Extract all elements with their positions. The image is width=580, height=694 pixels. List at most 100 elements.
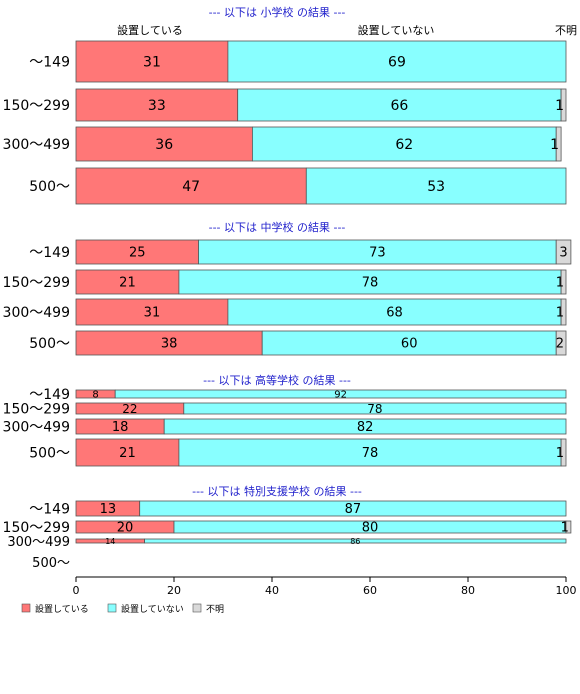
bar-segment <box>178 269 562 295</box>
data-label: 14 <box>105 537 115 546</box>
category-label: 500〜 <box>32 556 70 571</box>
legend-label: 設置していない <box>121 603 184 615</box>
bar-segment <box>144 538 567 544</box>
group-title: --- 以下は 中学校 の結果 --- <box>209 220 346 234</box>
data-label: 8 <box>92 390 98 401</box>
column-header: 設置している <box>117 23 183 37</box>
bar-segment <box>75 330 263 356</box>
bar-segment <box>560 88 567 122</box>
data-label: 1 <box>556 306 564 321</box>
data-label: 13 <box>100 502 117 517</box>
column-header: 不明 <box>555 24 577 37</box>
category-label: 150〜299 <box>3 520 70 536</box>
x-tick-label: 0 <box>73 584 80 597</box>
data-label: 66 <box>390 98 408 114</box>
category-label: 〜149 <box>29 502 70 518</box>
data-label: 53 <box>427 179 445 195</box>
data-label: 78 <box>362 276 379 291</box>
bar-segment <box>565 520 572 534</box>
data-label: 20 <box>117 521 134 536</box>
data-label: 36 <box>155 137 173 153</box>
category-label: 300〜499 <box>7 535 70 550</box>
category-label: 〜149 <box>29 245 70 261</box>
data-label: 21 <box>119 276 136 291</box>
legend-swatch <box>107 603 117 613</box>
bar-segment <box>75 438 180 467</box>
data-label: 1 <box>556 446 564 461</box>
category-label: 500〜 <box>29 179 70 195</box>
bar-segment <box>163 418 567 435</box>
bar-segment <box>75 269 180 295</box>
data-label: 1 <box>555 98 564 114</box>
bar-segment <box>75 126 253 162</box>
bar-segment <box>305 167 567 205</box>
category-label: 500〜 <box>29 336 70 352</box>
category-label: 300〜499 <box>3 305 70 321</box>
data-label: 78 <box>362 446 379 461</box>
legend-swatch <box>192 603 202 613</box>
group-title: --- 以下は 小学校 の結果 --- <box>209 5 346 19</box>
bar-segment <box>237 88 562 122</box>
bar-segment <box>261 330 557 356</box>
data-label: 33 <box>148 98 166 114</box>
bar-segment <box>555 126 562 162</box>
data-label: 62 <box>395 137 413 153</box>
x-tick-label: 100 <box>556 584 577 597</box>
category-label: 150〜299 <box>3 402 70 418</box>
bar-segment <box>75 239 199 265</box>
data-label: 47 <box>182 179 200 195</box>
legend-label: 不明 <box>206 604 224 615</box>
x-tick-label: 80 <box>461 584 475 597</box>
bar-segment <box>227 40 567 83</box>
data-label: 86 <box>350 537 360 546</box>
data-label: 2 <box>556 337 564 352</box>
bar-segment <box>75 298 229 326</box>
data-label: 3 <box>559 246 567 261</box>
group-title: --- 以下は 特別支援学校 の結果 --- <box>192 484 362 498</box>
data-label: 22 <box>122 402 137 416</box>
data-label: 82 <box>357 420 374 435</box>
category-label: 150〜299 <box>3 98 70 114</box>
bar-segment <box>114 389 567 399</box>
data-label: 73 <box>369 246 386 261</box>
bar-segment <box>560 269 567 295</box>
category-label: 〜149 <box>29 387 70 403</box>
group-title: --- 以下は 高等学校 の結果 --- <box>203 373 351 387</box>
data-label: 1 <box>556 276 564 291</box>
bar-segment <box>251 126 557 162</box>
data-label: 69 <box>388 55 406 71</box>
bar-segment <box>227 298 562 326</box>
data-label: 87 <box>345 502 362 517</box>
category-label: 500〜 <box>29 446 70 462</box>
data-label: 78 <box>367 402 382 416</box>
x-tick-label: 20 <box>167 584 181 597</box>
data-label: 25 <box>129 246 146 261</box>
data-label: 31 <box>143 55 161 71</box>
data-label: 80 <box>362 521 379 536</box>
data-label: 68 <box>386 306 403 321</box>
bar-segment <box>75 40 229 83</box>
bar-segment <box>555 239 572 265</box>
bar-segment <box>560 298 567 326</box>
x-tick-label: 60 <box>363 584 377 597</box>
column-header: 設置していない <box>358 23 435 37</box>
category-label: 300〜499 <box>3 137 70 153</box>
data-label: 92 <box>334 390 347 401</box>
data-label: 60 <box>401 337 418 352</box>
x-tick-label: 40 <box>265 584 279 597</box>
data-label: 38 <box>161 337 178 352</box>
data-label: 1 <box>550 137 559 153</box>
bar-segment <box>555 330 567 356</box>
bar-segment <box>183 402 567 415</box>
legend-swatch <box>21 603 31 613</box>
data-label: 18 <box>112 420 129 435</box>
data-label: 1 <box>561 521 569 536</box>
legend-label: 設置している <box>35 603 89 615</box>
bar-segment <box>560 438 567 467</box>
category-label: 150〜299 <box>3 275 70 291</box>
category-label: 〜149 <box>29 55 70 71</box>
bar-segment <box>75 88 239 122</box>
data-label: 21 <box>119 446 136 461</box>
bar-segment <box>75 167 307 205</box>
